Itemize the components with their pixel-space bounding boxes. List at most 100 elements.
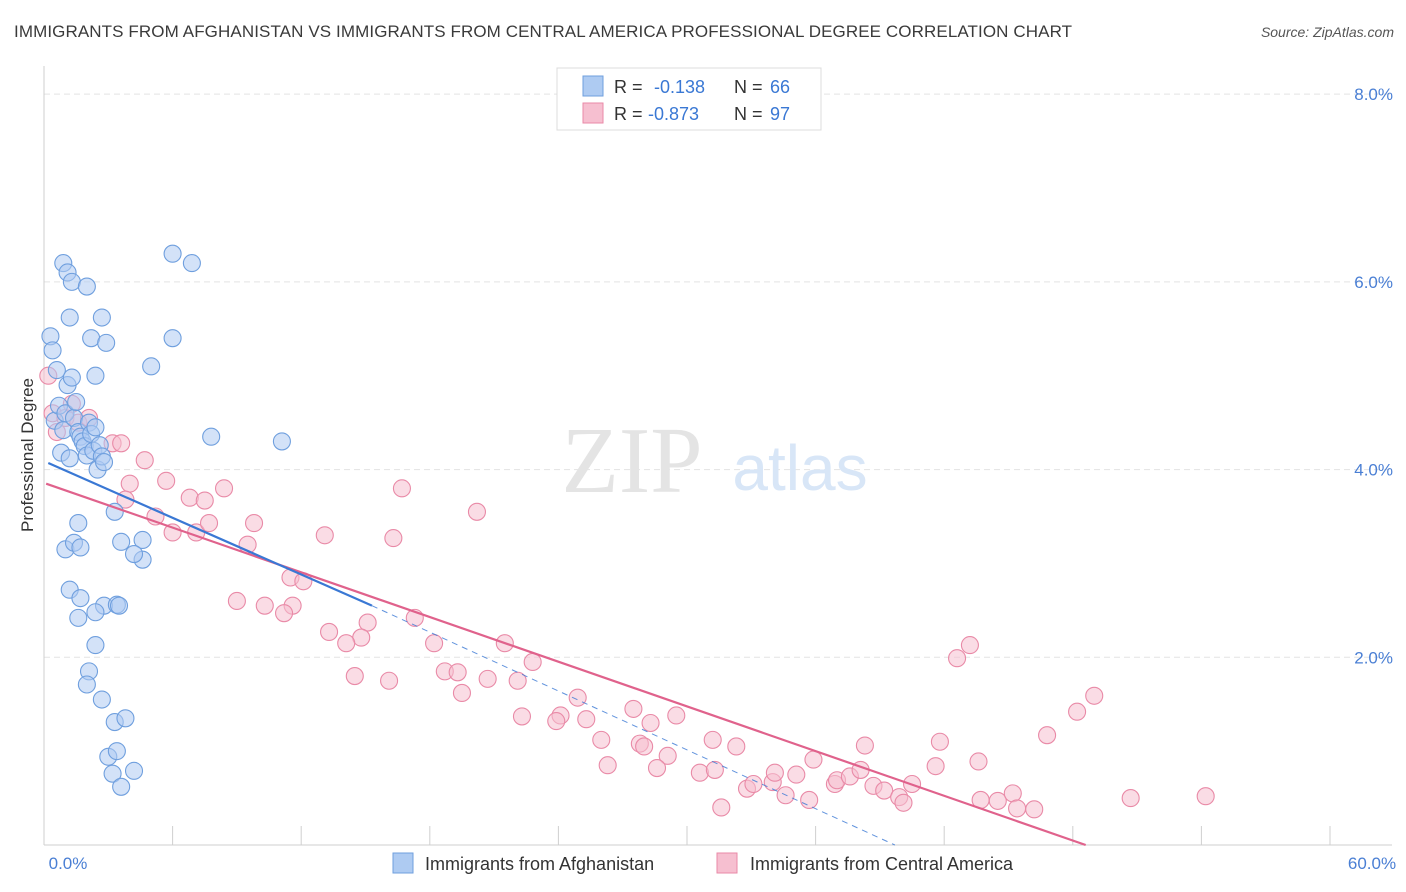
- data-point-central-america: [358, 613, 377, 632]
- trend-line-central-america: [45, 482, 1087, 847]
- data-point-central-america: [658, 746, 677, 765]
- legend-bottom-label-afghanistan: Immigrants from Afghanistan: [425, 854, 654, 874]
- watermark-atlas: atlas: [732, 432, 867, 504]
- data-point-central-america: [800, 790, 819, 809]
- data-point-central-america: [112, 434, 131, 453]
- data-point-central-america: [577, 710, 596, 729]
- data-point-afghanistan: [71, 538, 90, 557]
- x-tick-label-min: 0.0%: [49, 854, 88, 873]
- trend-line-afghanistan-extension: [371, 605, 896, 846]
- data-point-afghanistan: [82, 329, 101, 348]
- data-point-afghanistan: [97, 333, 116, 352]
- data-point-central-america: [948, 649, 967, 668]
- trend-lines: [45, 462, 1087, 847]
- data-point-afghanistan: [71, 589, 90, 608]
- data-point-central-america: [384, 529, 403, 548]
- data-point-central-america: [1196, 787, 1215, 806]
- data-point-afghanistan: [182, 254, 201, 273]
- data-point-afghanistan: [86, 603, 105, 622]
- data-point-afghanistan: [69, 608, 88, 627]
- data-point-central-america: [1025, 800, 1044, 819]
- data-point-afghanistan: [124, 761, 144, 780]
- data-point-central-america: [855, 736, 874, 755]
- data-point-afghanistan: [77, 277, 96, 296]
- data-point-central-america: [703, 730, 722, 749]
- data-point-central-america: [478, 669, 497, 688]
- data-point-afghanistan: [47, 361, 66, 380]
- data-point-afghanistan: [86, 366, 105, 385]
- data-point-central-america: [337, 634, 356, 653]
- data-point-central-america: [1003, 784, 1022, 803]
- data-point-central-america: [894, 793, 913, 812]
- data-point-afghanistan: [62, 368, 81, 387]
- data-point-central-america: [635, 737, 654, 756]
- data-point-central-america: [467, 502, 487, 521]
- data-point-afghanistan: [92, 308, 111, 327]
- data-point-central-america: [523, 652, 542, 672]
- data-point-afghanistan: [69, 514, 88, 533]
- data-point-afghanistan: [103, 764, 122, 783]
- series-afghanistan-points: [41, 244, 291, 796]
- data-point-central-america: [180, 488, 199, 507]
- data-point-central-america: [315, 526, 334, 545]
- legend-top: R = -0.138 N = 66 R = -0.873 N = 97: [556, 67, 822, 131]
- legend-swatch-blue: [582, 75, 604, 97]
- legend-bottom: Immigrants from Afghanistan Immigrants f…: [392, 852, 1014, 874]
- y-tick-label: 8.0%: [1354, 85, 1393, 104]
- data-point-central-america: [705, 760, 724, 779]
- data-point-central-america: [448, 663, 467, 682]
- data-point-central-america: [425, 634, 444, 653]
- data-point-central-america: [787, 765, 806, 784]
- data-point-central-america: [1121, 789, 1140, 808]
- data-point-central-america: [727, 737, 746, 756]
- legend-n-label-2: N =: [734, 104, 763, 124]
- data-point-afghanistan: [62, 272, 81, 291]
- legend-bottom-label-central-america: Immigrants from Central America: [750, 854, 1014, 874]
- data-point-afghanistan: [92, 690, 111, 709]
- chart-title: IMMIGRANTS FROM AFGHANISTAN VS IMMIGRANT…: [14, 22, 1073, 41]
- data-point-central-america: [988, 791, 1007, 810]
- legend-n-value-1: 66: [770, 77, 790, 97]
- data-point-afghanistan: [142, 357, 161, 376]
- legend-n-value-2: 97: [770, 104, 790, 124]
- data-point-central-america: [926, 757, 945, 776]
- data-point-afghanistan: [77, 675, 96, 694]
- y-tick-label: 4.0%: [1354, 461, 1393, 480]
- data-point-central-america: [744, 774, 763, 794]
- watermark: ZIP atlas: [562, 409, 868, 513]
- trend-line-afghanistan: [47, 462, 373, 607]
- data-point-afghanistan: [86, 418, 105, 437]
- data-point-central-america: [352, 628, 371, 647]
- data-point-central-america: [392, 479, 411, 498]
- data-point-afghanistan: [202, 427, 221, 446]
- data-point-central-america: [568, 688, 587, 707]
- data-point-central-america: [969, 752, 988, 771]
- data-point-central-america: [875, 781, 894, 800]
- data-point-central-america: [765, 763, 784, 782]
- y-tick-label: 6.0%: [1354, 273, 1393, 292]
- x-ticks: [43, 826, 1331, 845]
- data-point-central-america: [380, 671, 399, 690]
- data-point-central-america: [960, 636, 979, 655]
- data-point-central-america: [275, 604, 294, 623]
- data-point-afghanistan: [272, 432, 291, 451]
- legend-r-value-2: -0.873: [648, 104, 699, 124]
- data-point-central-america: [199, 514, 219, 533]
- data-point-central-america: [508, 671, 527, 690]
- data-point-central-america: [135, 451, 154, 470]
- data-point-central-america: [624, 699, 643, 718]
- data-point-central-america: [804, 750, 823, 769]
- data-point-afghanistan: [163, 329, 182, 348]
- legend-n-label-1: N =: [734, 77, 763, 97]
- data-point-central-america: [592, 730, 611, 749]
- data-point-central-america: [667, 706, 686, 725]
- data-point-central-america: [1008, 799, 1027, 818]
- legend-swatch-pink: [582, 102, 604, 124]
- data-point-afghanistan: [109, 596, 129, 615]
- data-point-afghanistan: [43, 341, 62, 360]
- source-credit: Source: ZipAtlas.com: [1260, 24, 1394, 40]
- grid-lines: [44, 93, 1392, 658]
- data-point-afghanistan: [116, 709, 135, 728]
- data-point-afghanistan: [94, 453, 114, 472]
- data-point-central-america: [255, 596, 274, 615]
